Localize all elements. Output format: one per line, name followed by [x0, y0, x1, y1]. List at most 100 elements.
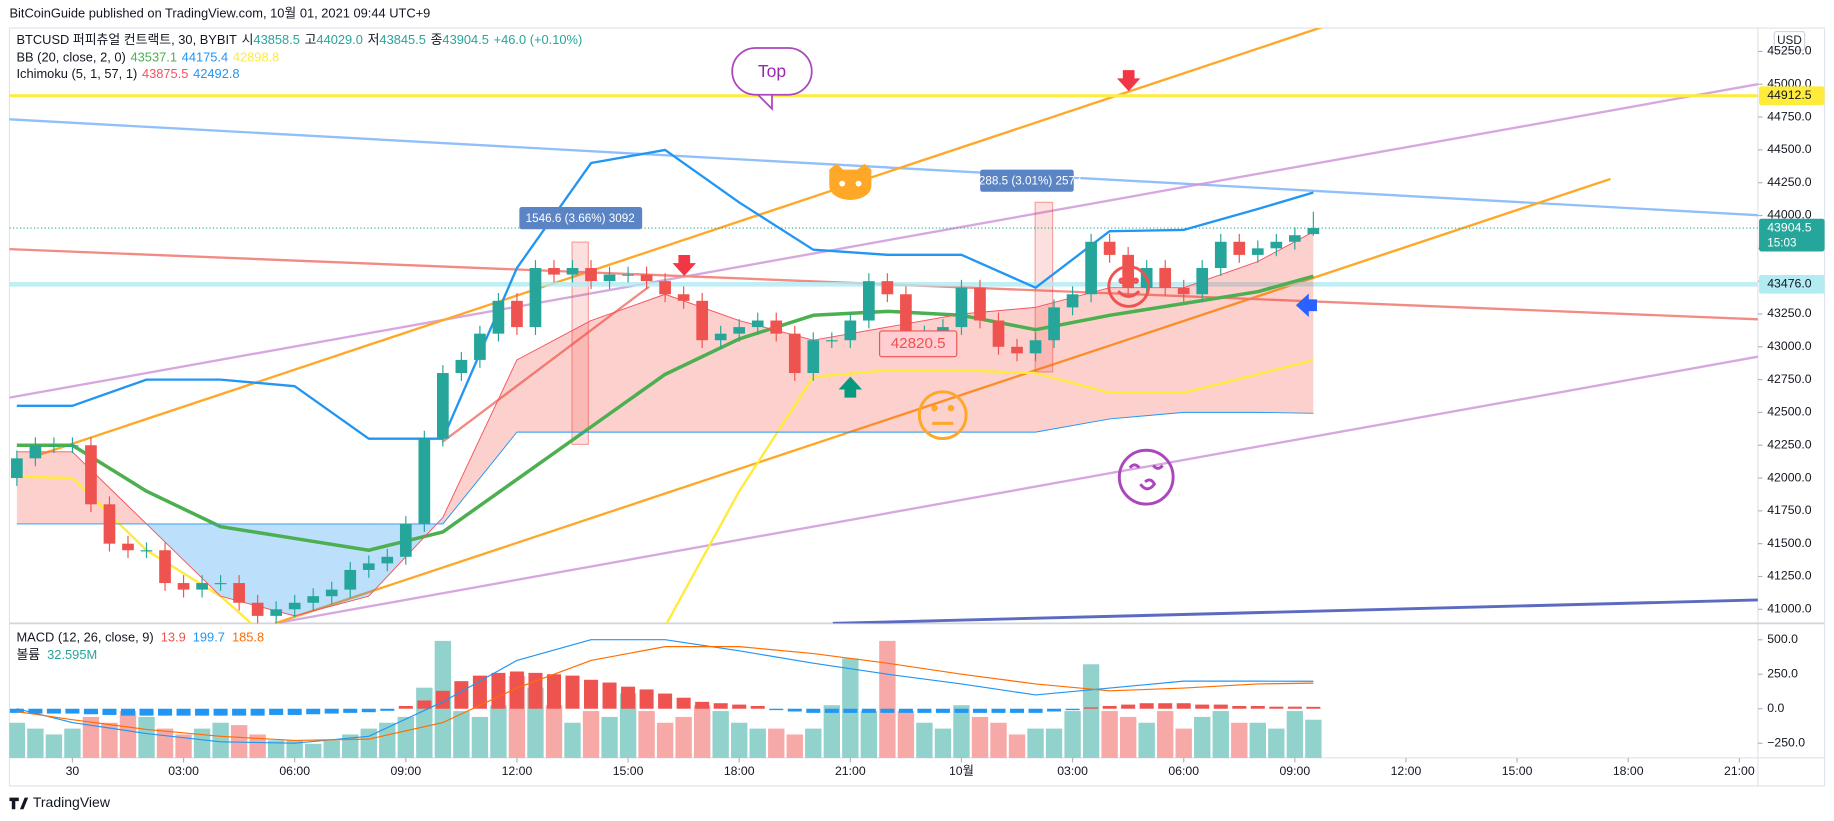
macd-histogram-bar: [787, 708, 802, 712]
x-tick-label: 06:00: [279, 764, 310, 778]
macd-histogram-bar: [324, 708, 339, 714]
arrow-down: [672, 254, 696, 277]
candle-body: [48, 445, 60, 447]
volume-bar: [731, 722, 748, 758]
candle-body: [66, 445, 79, 447]
volume-bar: [1305, 719, 1322, 758]
candle-body: [233, 583, 245, 603]
macd-histogram-bar: [417, 700, 432, 709]
macd-histogram-bar: [880, 708, 895, 713]
volume-bar: [1175, 728, 1192, 758]
macd-histogram-bar: [621, 686, 636, 709]
macd-line: [16, 646, 1314, 742]
volume-bar: [545, 705, 563, 758]
macd-histogram-bar: [639, 689, 654, 709]
y-tick-label: 44500.0: [1767, 142, 1812, 156]
cloud-segment: [442, 359, 517, 524]
macd-hist-value: 13.9: [161, 630, 186, 645]
macd-histogram-bar: [102, 708, 117, 715]
candle-body: [714, 333, 727, 341]
macd-histogram-bar: [935, 708, 950, 713]
candle-body: [1307, 228, 1320, 235]
candle-body: [955, 287, 968, 328]
smile-face: [1107, 265, 1151, 308]
candle-body: [196, 583, 208, 590]
macd-histogram-bar: [1010, 708, 1025, 713]
candle-body: [992, 320, 1005, 347]
macd-histogram-bar: [917, 708, 932, 713]
macd-histogram-bar: [528, 672, 543, 709]
candle-body: [418, 438, 431, 524]
trend-line: [274, 355, 1758, 624]
macd-histogram-bar: [695, 701, 710, 709]
candle-body: [437, 373, 449, 439]
macd-line: [16, 639, 1314, 744]
volume-bar: [1101, 711, 1118, 758]
macd-histogram-bar: [46, 708, 61, 714]
ohlc-label: 저: [368, 32, 380, 47]
candle-body: [1011, 346, 1023, 354]
volume-bar: [360, 728, 377, 758]
candle-body: [566, 268, 579, 275]
volume-bar: [823, 705, 840, 758]
price-tag: [1759, 274, 1825, 294]
price-tag: [1759, 86, 1825, 106]
macd-histogram-bar: [1269, 706, 1284, 709]
volume-bar: [119, 711, 137, 758]
volume-bar: [397, 716, 415, 758]
macd-histogram-bar: [843, 708, 858, 713]
x-tick-label: 09:00: [1279, 764, 1310, 778]
macd-histogram-bar: [83, 708, 98, 715]
volume-bar: [342, 734, 359, 758]
y-tick-label: 41500.0: [1767, 536, 1812, 550]
macd-histogram-bar: [380, 708, 395, 711]
symbol-name: BTCUSD 퍼피츄얼 컨트랙트, 30, BYBIT: [16, 32, 237, 47]
volume-bar: [1045, 728, 1063, 758]
candle-body: [807, 340, 820, 374]
cloud-segment: [16, 451, 73, 524]
macd-histogram-bar: [546, 674, 562, 709]
candle-body: [1251, 248, 1264, 255]
candle-body: [270, 609, 283, 616]
volume-bar: [1064, 711, 1081, 758]
price-tag-label: 44912.5: [1767, 88, 1812, 102]
indicator-value: 43537.1: [131, 50, 177, 65]
macd-histogram-bar: [65, 708, 80, 714]
volume-bar: [471, 716, 489, 758]
macd-histogram-bar: [972, 708, 987, 713]
volume-bar: [249, 734, 266, 758]
y-tick-label: 44750.0: [1767, 109, 1812, 123]
volume-bar: [416, 687, 433, 758]
candle-body: [974, 287, 986, 321]
y-tick-label: 41750.0: [1767, 503, 1812, 517]
macd-histogram-bar: [454, 681, 469, 709]
y-tick-label: 42000.0: [1767, 470, 1812, 484]
x-tick-label: 18:00: [724, 764, 755, 778]
dizzy-face: [1117, 448, 1175, 506]
candle-body: [1103, 241, 1116, 255]
macd-histogram-bar: [1158, 703, 1173, 709]
candle-body: [381, 556, 394, 564]
cloud-segment: [1109, 287, 1184, 419]
price-range: [571, 241, 589, 446]
arrow-up: [838, 376, 863, 398]
measure-text: 1288.5 (3.01%) 2577: [972, 174, 1081, 187]
x-tick-label: 15:00: [613, 764, 644, 778]
volume-bar: [175, 734, 192, 758]
volume-bar: [712, 711, 729, 758]
ohlc-label: 고: [305, 32, 317, 47]
macd-histogram-bar: [120, 708, 136, 716]
volume-value: 32.595M: [47, 647, 97, 662]
candle-body: [1288, 235, 1301, 242]
macd-histogram-bar: [713, 703, 728, 709]
volume-bar: [564, 722, 581, 758]
candle-body: [29, 445, 42, 459]
candle-body: [1029, 340, 1042, 354]
callout: [731, 47, 813, 96]
candle-body: [863, 281, 875, 321]
candle-body: [900, 294, 912, 334]
indicator-line: [16, 274, 1314, 553]
macd-histogram-bar: [898, 708, 913, 713]
x-tick-label: 18:00: [1613, 764, 1644, 778]
macd-histogram-bar: [509, 671, 524, 709]
